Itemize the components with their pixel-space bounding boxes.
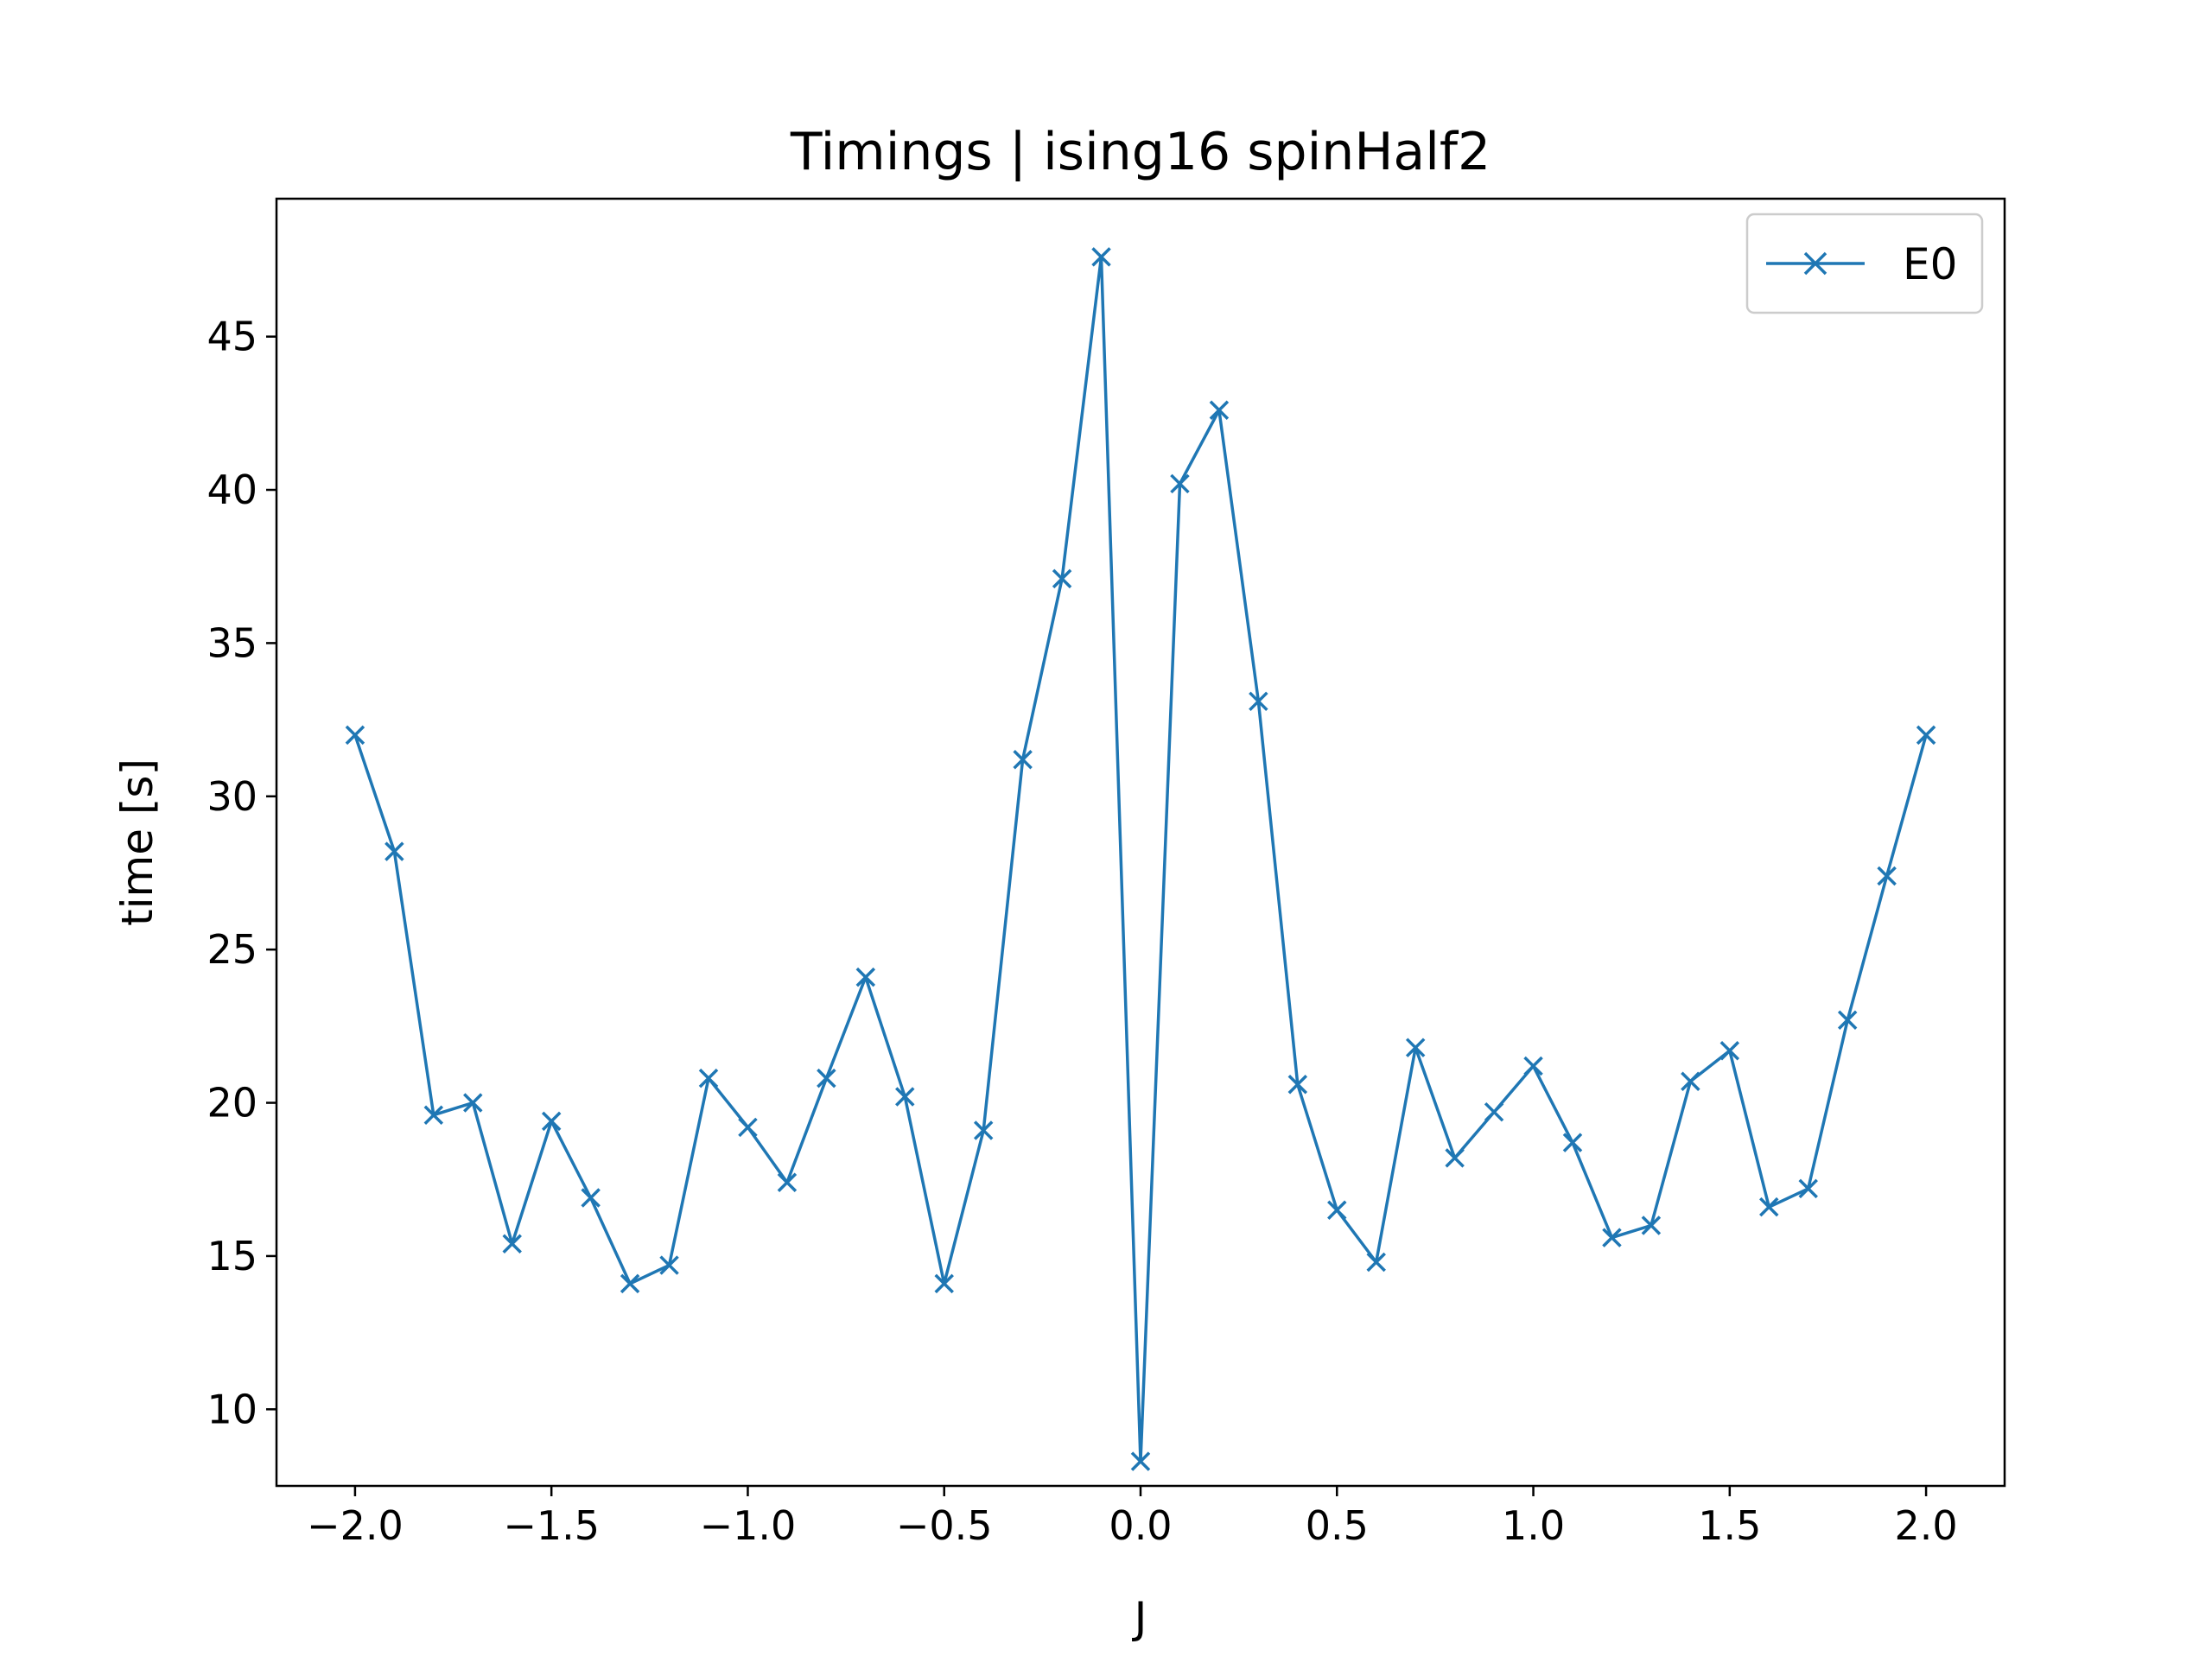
data-point-marker — [620, 1273, 640, 1294]
x-tick-label: −1.5 — [503, 1502, 600, 1549]
data-point-marker — [698, 1068, 719, 1089]
data-point-marker — [1405, 1038, 1426, 1057]
data-point-marker — [1052, 568, 1072, 589]
axis-ticks: −2.0 −1.5 −1.0 −0.5 0.0 0.5 1.0 1.5 2.0 10 15 20 25 3… — [207, 314, 1957, 1549]
y-tick-label: 40 — [207, 467, 257, 513]
data-point-marker — [1681, 1071, 1700, 1091]
data-point-marker — [777, 1172, 798, 1193]
x-tick-label: −2.0 — [307, 1502, 404, 1549]
legend-label-e0: E0 — [1903, 239, 1957, 289]
x-tick-label: 0.0 — [1109, 1502, 1172, 1549]
data-point-marker — [1523, 1056, 1543, 1076]
data-point-marker — [1209, 400, 1230, 421]
data-point-marker — [1837, 1010, 1858, 1030]
data-point-marker — [581, 1188, 601, 1208]
data-point-marker — [1327, 1200, 1347, 1220]
data-point-marker — [1170, 473, 1190, 494]
data-point-marker — [1877, 866, 1897, 886]
data-point-marker — [1013, 749, 1033, 770]
data-point-marker — [541, 1111, 562, 1132]
x-tick-label: 1.0 — [1502, 1502, 1565, 1549]
data-point-marker — [1798, 1178, 1818, 1199]
data-point-marker — [895, 1087, 915, 1107]
y-tick-label: 30 — [207, 773, 257, 820]
legend: E0 — [1745, 213, 1984, 314]
data-point-marker — [1602, 1228, 1622, 1247]
data-point-marker — [817, 1068, 836, 1089]
x-axis-label: J — [1132, 1593, 1147, 1643]
x-tick-label: 1.5 — [1698, 1502, 1761, 1549]
data-point-marker — [1719, 1041, 1740, 1061]
data-point-marker — [973, 1120, 994, 1140]
data-point-marker — [1287, 1075, 1308, 1095]
legend-x-marker — [1803, 251, 1827, 276]
data-point-marker — [1916, 725, 1936, 746]
data-point-marker — [934, 1273, 954, 1294]
data-point-marker — [1249, 691, 1268, 712]
x-tick-label: −1.0 — [700, 1502, 797, 1549]
data-point-marker — [1641, 1216, 1662, 1235]
x-tick-label: 0.5 — [1306, 1502, 1369, 1549]
data-point-marker — [738, 1117, 758, 1138]
data-point-marker — [1130, 1451, 1151, 1471]
data-point-marker — [1759, 1196, 1779, 1217]
y-tick-label: 35 — [207, 619, 257, 666]
y-tick-label: 25 — [207, 926, 257, 973]
plot-frame — [275, 197, 2006, 1488]
x-tick-label: 2.0 — [1895, 1502, 1958, 1549]
data-point-marker — [345, 725, 365, 746]
data-point-marker — [463, 1093, 483, 1113]
data-point-marker — [1091, 247, 1111, 267]
y-tick-label: 10 — [207, 1386, 257, 1432]
data-point-marker — [385, 841, 404, 861]
data-point-marker — [1562, 1133, 1583, 1152]
data-point-marker — [1484, 1101, 1504, 1122]
y-tick-label: 20 — [207, 1080, 257, 1127]
y-tick-label: 15 — [207, 1233, 257, 1279]
y-tick-label: 45 — [207, 314, 257, 360]
y-axis-label: time [s] — [112, 759, 162, 926]
chart-title: Timings | ising16 spinHalf2 — [790, 122, 1491, 182]
data-point-marker — [502, 1234, 522, 1254]
data-point-marker — [423, 1105, 444, 1125]
data-point-marker — [1445, 1148, 1465, 1168]
data-point-marker — [1366, 1252, 1386, 1273]
data-point-marker — [855, 967, 876, 987]
series-layer — [345, 247, 1936, 1471]
data-point-marker — [659, 1255, 679, 1275]
x-tick-label: −0.5 — [896, 1502, 993, 1549]
